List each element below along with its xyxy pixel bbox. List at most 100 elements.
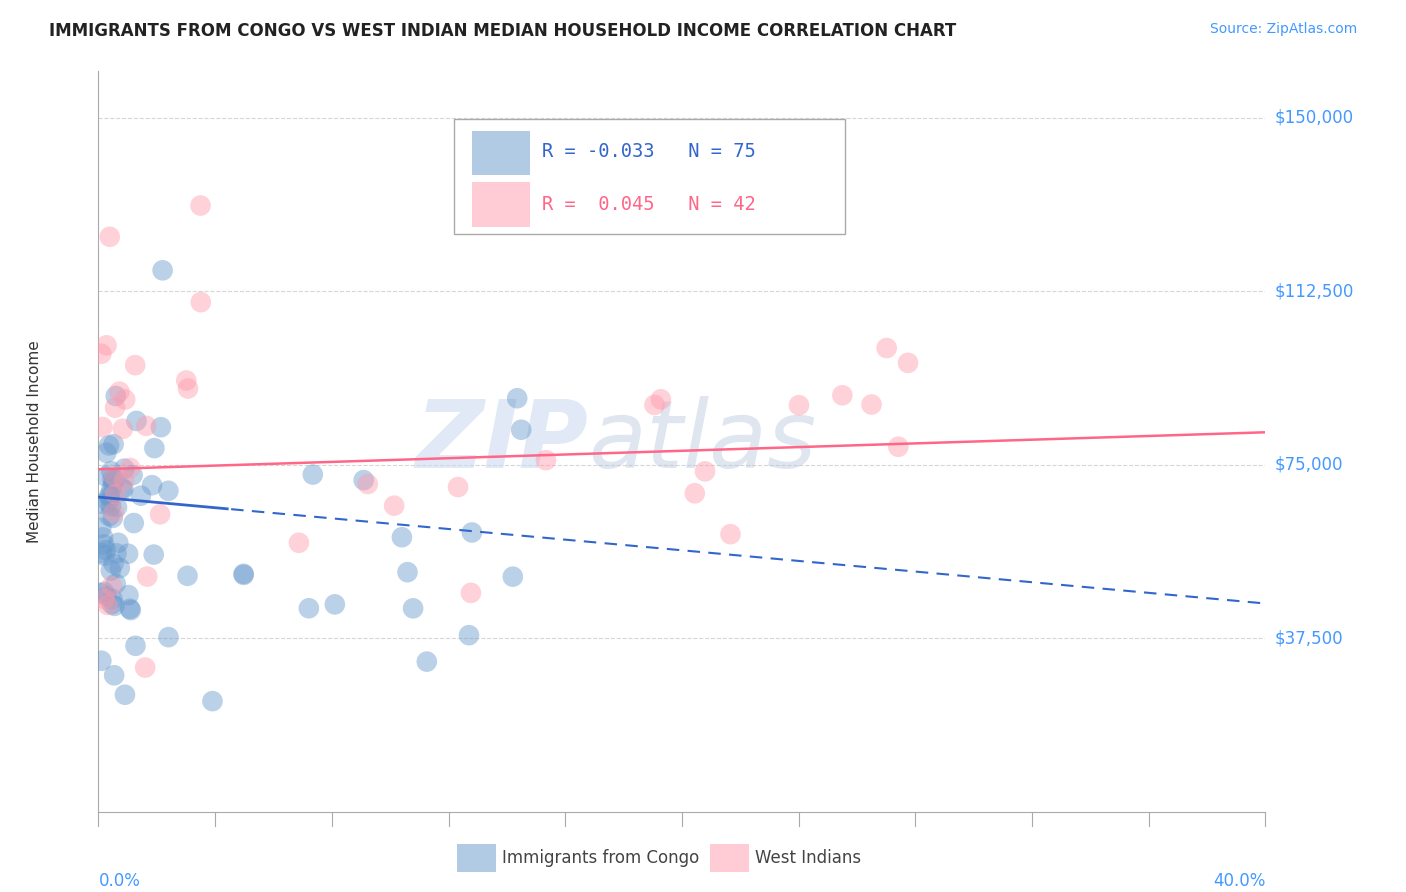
Point [112,474,135,488]
Point [108,384,131,399]
Point [104,401,127,415]
Point [860,398,883,412]
Point [447,480,470,494]
Point [402,601,425,615]
Point [298,601,321,615]
Point [117,547,139,561]
Point [90,521,112,535]
Point [232,568,254,582]
Text: $150,000: $150,000 [1274,109,1354,127]
Text: West Indians: West Indians [755,849,860,867]
Point [787,398,810,412]
Point [643,398,665,412]
Text: ZIP: ZIP [416,395,589,488]
Point [176,569,198,583]
Point [90,497,112,511]
Point [135,418,157,433]
Point [98,229,121,244]
Point [103,469,125,483]
Point [104,389,127,403]
Point [101,476,124,491]
Bar [472,130,530,175]
Point [121,468,143,483]
Point [91,420,114,434]
Point [112,461,135,475]
Point [461,525,484,540]
Text: atlas: atlas [589,396,817,487]
Point [90,586,112,600]
Text: $112,500: $112,500 [1274,282,1354,300]
Point [98,438,121,452]
Point [534,453,557,467]
Text: IMMIGRANTS FROM CONGO VS WEST INDIAN MEDIAN HOUSEHOLD INCOME CORRELATION CHART: IMMIGRANTS FROM CONGO VS WEST INDIAN MED… [49,22,956,40]
Point [90,347,112,361]
Point [100,499,122,513]
Point [149,420,172,434]
Point [103,506,125,520]
Point [112,482,135,496]
Point [111,482,134,496]
Point [396,565,419,579]
Point [114,392,136,407]
Point [98,509,121,524]
Point [100,464,122,478]
Point [129,489,152,503]
Point [190,198,212,212]
Point [100,564,122,578]
Point [136,569,159,583]
Text: Source: ZipAtlas.com: Source: ZipAtlas.com [1209,22,1357,37]
Point [98,489,121,503]
Point [157,630,180,644]
Text: 0.0%: 0.0% [98,871,141,890]
Text: Immigrants from Congo: Immigrants from Congo [502,849,699,867]
Point [101,511,124,525]
Point [114,688,136,702]
Point [108,561,131,575]
Point [232,566,254,581]
Point [101,597,124,611]
Text: $75,000: $75,000 [1274,456,1343,474]
Point [120,461,142,475]
Point [111,422,134,436]
Point [100,579,122,593]
Point [91,530,114,544]
Bar [472,183,530,227]
Point [382,499,405,513]
Point [101,472,124,486]
Text: Median Household Income: Median Household Income [27,340,42,543]
Point [887,440,910,454]
Point [103,668,125,682]
Point [149,508,172,522]
Point [96,446,118,460]
Point [650,392,672,407]
Point [90,654,112,668]
Point [143,441,166,455]
Point [93,585,115,599]
Point [90,546,112,560]
Point [391,530,413,544]
Point [510,423,533,437]
Point [122,516,145,530]
Point [506,391,529,405]
FancyBboxPatch shape [454,120,845,235]
Point [93,591,115,606]
Point [104,487,127,501]
Point [94,469,117,483]
Point [97,598,120,612]
Point [104,473,127,487]
Point [353,473,375,487]
Point [103,437,125,451]
Point [174,374,197,388]
Point [157,483,180,498]
Point [101,592,124,607]
Point [416,655,439,669]
Point [177,382,200,396]
Point [93,549,115,563]
Point [96,590,118,604]
Point [96,338,118,352]
Point [94,543,117,558]
Point [105,500,128,515]
Text: $37,500: $37,500 [1274,629,1343,648]
Point [301,467,323,482]
Point [152,263,174,277]
